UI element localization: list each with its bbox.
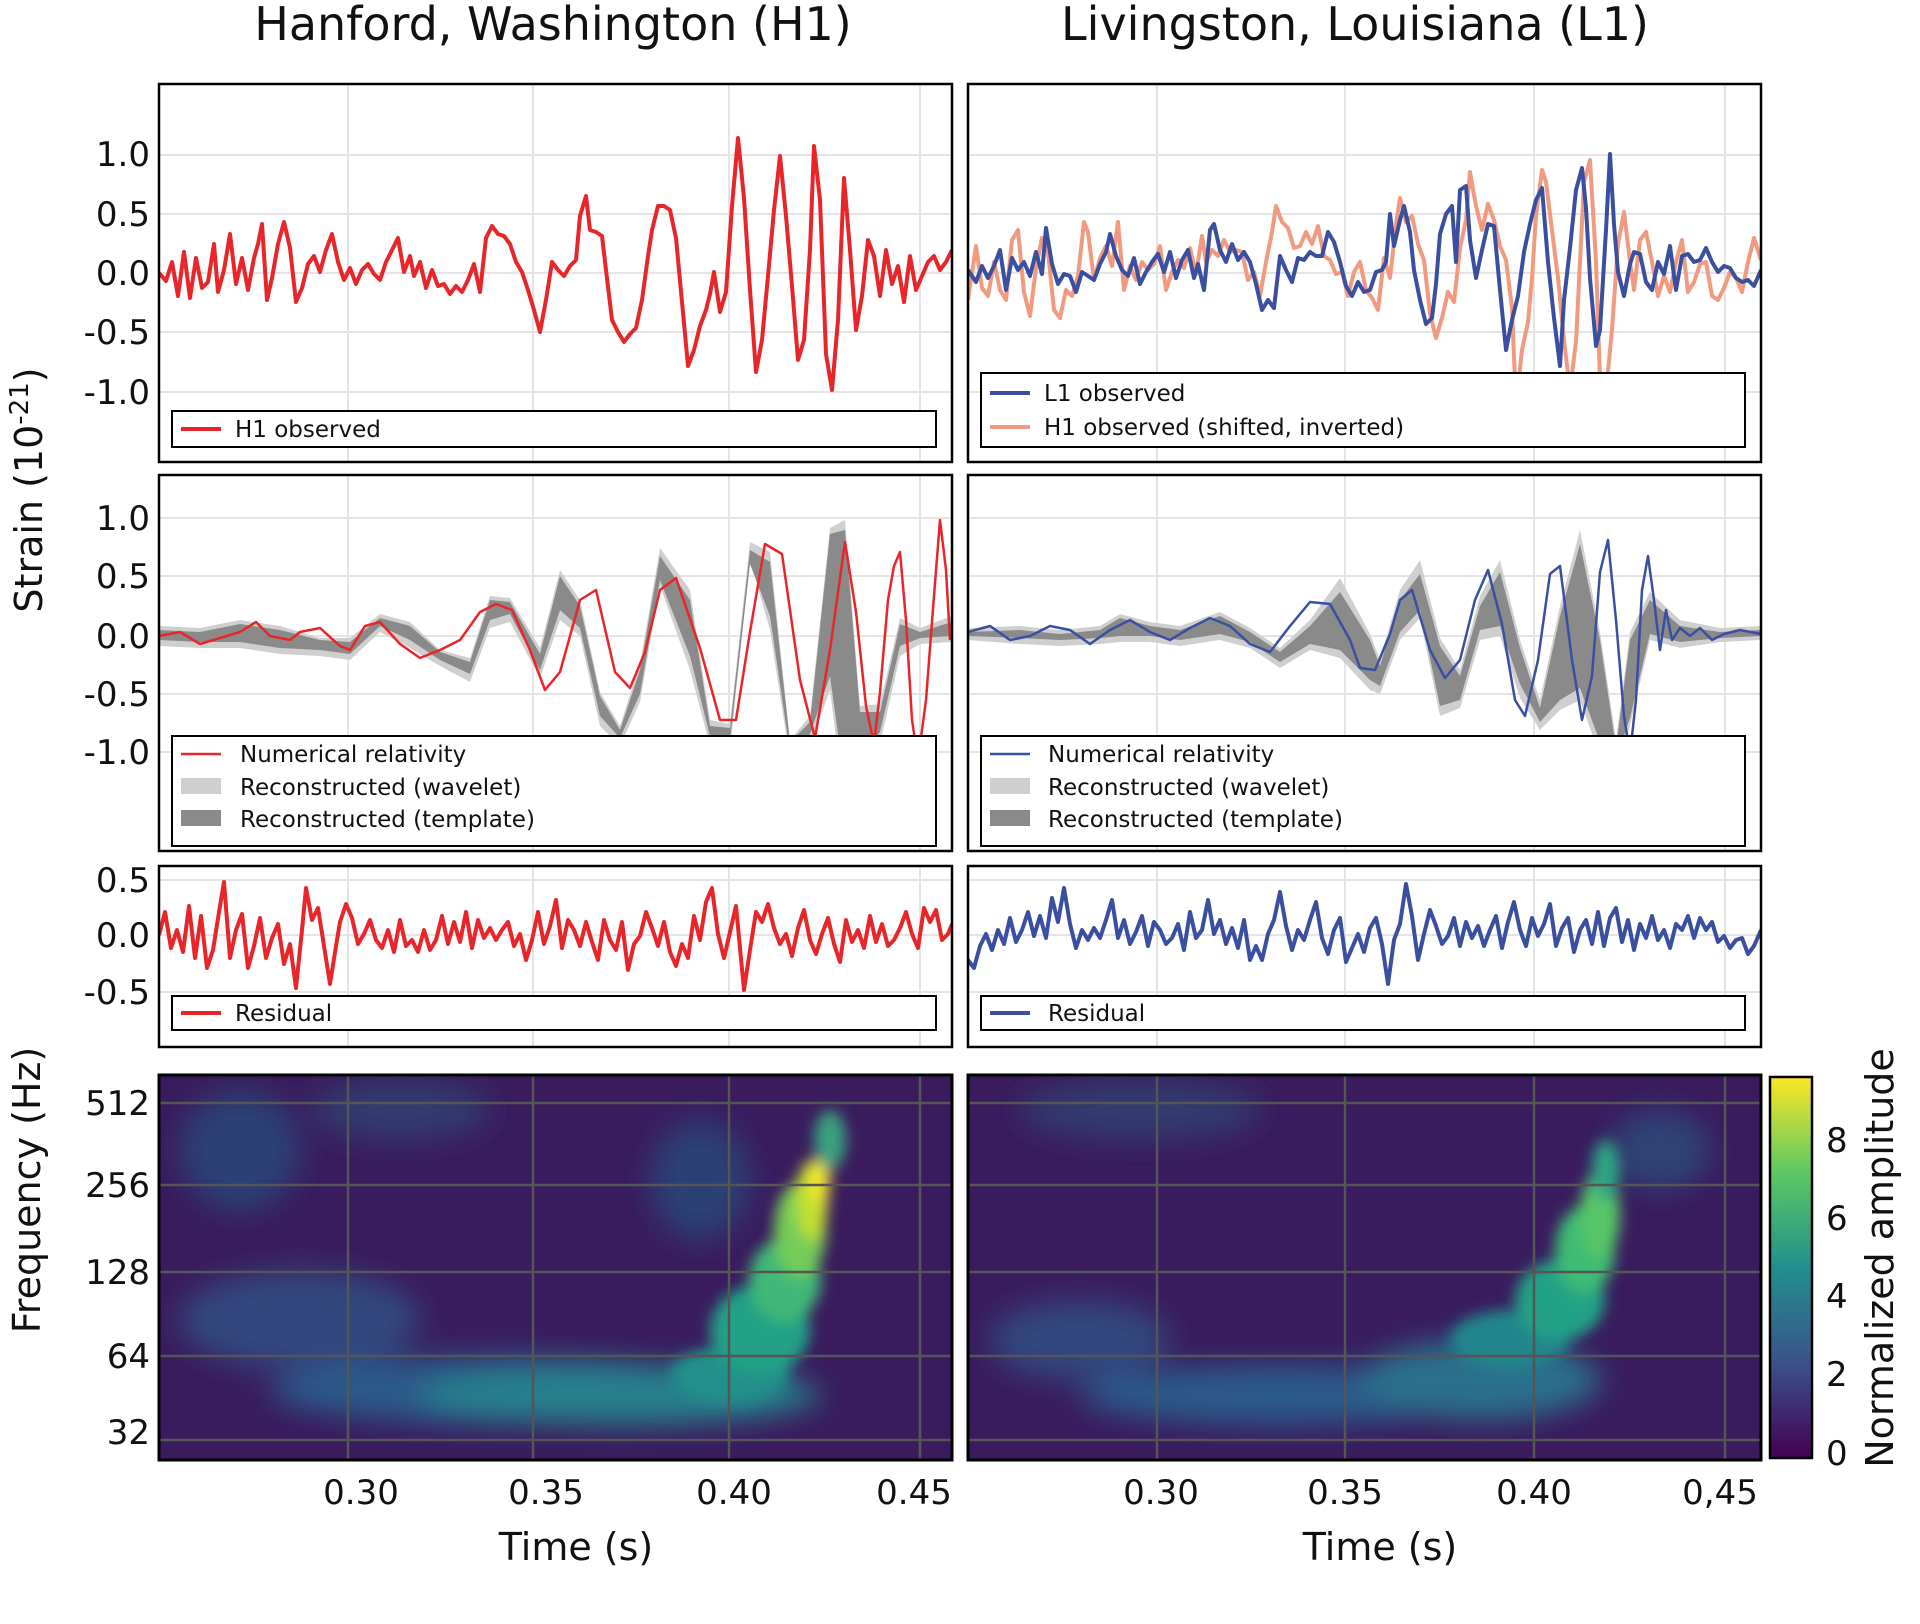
xtick-label: 0.30 (323, 1473, 399, 1513)
colorbar-gradient (1768, 1075, 1814, 1460)
legend-label-h1-observed: H1 observed (235, 417, 381, 443)
frame-p5 (157, 864, 954, 1049)
h1-residual-line (159, 880, 952, 992)
spectro-grid-l1 (968, 1075, 1761, 1460)
ytick-label: 128 (85, 1253, 150, 1293)
spectrogram-l1: 0.30 0.35 0.40 0,45 Time (s) (966, 1073, 1763, 1569)
frame-p2 (966, 82, 1763, 464)
legend-label-h1-shifted: H1 observed (shifted, inverted) (1044, 415, 1404, 441)
legend-swatch-template-l1 (990, 810, 1030, 826)
ytick-label: 0.0 (96, 254, 150, 294)
ytick-label: -1.0 (84, 733, 150, 773)
legend-label-template-h1: Reconstructed (template) (240, 807, 535, 833)
ytick-label: 0.5 (96, 861, 150, 901)
frame-p1 (157, 82, 954, 464)
ytick-label: -0.5 (84, 973, 150, 1013)
colorbar-tick-label: 8 (1826, 1121, 1848, 1161)
xtick-label: 0.30 (1123, 1473, 1199, 1513)
ytick-label: 0.5 (96, 195, 150, 235)
l1-template-band (968, 544, 1761, 758)
xtick-label: 0.35 (508, 1473, 584, 1513)
panel-h1-observed: H1 observed 1.0 0.5 0.0 -0.5 -1.0 (84, 82, 954, 464)
legend-swatch-wavelet-h1 (181, 778, 221, 794)
xtick-label: 0.45 (876, 1473, 952, 1513)
spectro-grid-h1 (159, 1075, 952, 1460)
xtick-label: 0.40 (1496, 1473, 1572, 1513)
legend-box-p3 (171, 735, 937, 847)
h1-template-band (159, 530, 952, 756)
legend-label-residual-l1: Residual (1048, 1001, 1145, 1027)
ytick-label: 256 (85, 1166, 150, 1206)
frequency-axis-label: Frequency (Hz) (5, 1047, 49, 1334)
ytick-label: 1.0 (96, 135, 150, 175)
legend-label-wavelet-h1: Reconstructed (wavelet) (240, 775, 521, 801)
h1-nr-line (159, 518, 952, 762)
h1-shifted-line (968, 158, 1761, 408)
panel-l1-observed: L1 observed H1 observed (shifted, invert… (966, 82, 1763, 464)
time-axis-label-l1: Time (s) (1302, 1525, 1458, 1569)
panel-l1-residual: Residual (966, 864, 1763, 1049)
legend-box-p2 (980, 372, 1746, 448)
panel-h1-reconstruction: Numerical relativity Reconstructed (wave… (84, 473, 954, 853)
l1-observed-line (968, 152, 1761, 368)
panel-h1-residual: Residual 0.5 0.0 -0.5 (84, 861, 954, 1049)
legend-box-p4 (980, 735, 1746, 847)
time-axis-label-h1: Time (s) (498, 1525, 654, 1569)
ytick-label: -0.5 (84, 313, 150, 353)
colorbar-label: Normalized amplitude (1858, 1048, 1902, 1468)
ytick-label: 512 (85, 1084, 150, 1124)
legend-label-residual-h1: Residual (235, 1001, 332, 1027)
l1-residual-line (968, 882, 1761, 986)
grid-p1 (159, 84, 952, 462)
ytick-label: 64 (107, 1337, 150, 1377)
legend-swatch-wavelet-l1 (990, 778, 1030, 794)
spectrogram-h1: 512 256 128 64 32 0.30 0.35 0.40 0.45 Ti… (85, 1073, 954, 1569)
legend-box-p6 (980, 995, 1746, 1031)
ytick-label: 32 (107, 1413, 150, 1453)
frame-s2 (966, 1073, 1763, 1462)
legend-label-l1-observed: L1 observed (1044, 381, 1185, 407)
xtick-label: 0,45 (1682, 1473, 1758, 1513)
xtick-label: 0.40 (696, 1473, 772, 1513)
xtick-label: 0.35 (1307, 1473, 1383, 1513)
title-l1: Livingston, Louisiana (L1) (1061, 0, 1649, 51)
panel-l1-reconstruction: Numerical relativity Reconstructed (wave… (966, 473, 1763, 853)
frame-p6 (966, 864, 1763, 1049)
frame-s1 (157, 1073, 954, 1462)
legend-label-nr-l1: Numerical relativity (1048, 742, 1274, 768)
colorbar-tick-label: 6 (1826, 1199, 1848, 1239)
ytick-label: 1.0 (96, 499, 150, 539)
ytick-label: 0.5 (96, 557, 150, 597)
legend-label-wavelet-l1: Reconstructed (wavelet) (1048, 775, 1329, 801)
frame-p3 (157, 473, 954, 853)
colorbar-tick-label: 4 (1826, 1277, 1848, 1317)
strain-axis-label: Strain (10-21) (5, 367, 51, 612)
colorbar-tick-label: 0 (1826, 1434, 1848, 1474)
ytick-label: 0.0 (96, 617, 150, 657)
colorbar: 8 6 4 2 0 (1768, 1075, 1848, 1474)
l1-nr-line (968, 538, 1761, 756)
legend-box-p1 (171, 410, 937, 448)
legend-label-nr-h1: Numerical relativity (240, 742, 466, 768)
legend-swatch-template-h1 (181, 810, 221, 826)
h1-observed-line (159, 136, 952, 392)
ytick-label: -0.5 (84, 675, 150, 715)
ytick-label: -1.0 (84, 373, 150, 413)
legend-label-template-l1: Reconstructed (template) (1048, 807, 1343, 833)
ytick-label: 0.0 (96, 916, 150, 956)
legend-box-p5 (171, 995, 937, 1031)
title-h1: Hanford, Washington (H1) (254, 0, 852, 51)
colorbar-tick-label: 2 (1826, 1355, 1848, 1395)
frame-p4 (966, 473, 1763, 853)
